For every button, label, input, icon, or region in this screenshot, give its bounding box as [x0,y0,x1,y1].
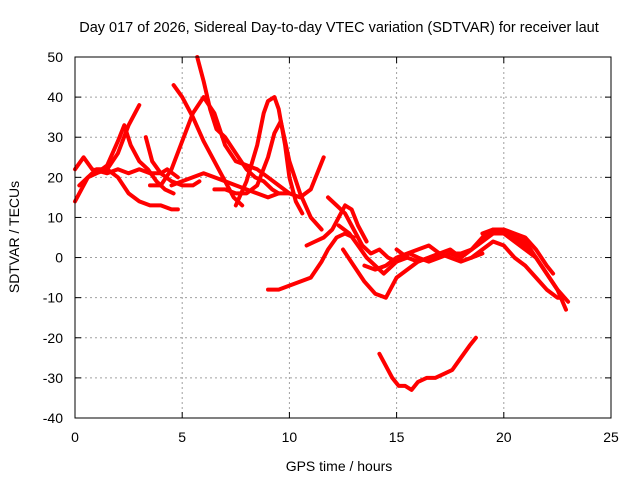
series-s3-line [77,103,142,188]
x-tick-label: 5 [178,429,186,445]
x-tick-label: 0 [71,429,79,445]
axis-ticks [74,56,612,419]
y-tick-label: -10 [43,290,63,306]
plot-frame [74,56,612,419]
series-s22-line [480,227,556,276]
series-s12-line [266,231,356,292]
series-s2-line [73,155,180,180]
series-s18-line [394,247,485,264]
series-s9-line [171,83,245,208]
x-tick-label: 20 [496,429,512,445]
y-tick-labels: 50 40 30 20 10 0 -10 -20 -30 -40 [43,49,63,426]
x-tick-label: 10 [282,429,298,445]
series-s11-line [233,95,305,216]
x-axis-label: GPS time / hours [286,458,393,474]
y-tick-label: 0 [55,250,63,266]
y-tick-label: -40 [43,410,63,426]
y-tick-label: -30 [43,370,63,386]
series-s5-line [143,135,202,188]
y-tick-label: -20 [43,330,63,346]
series-s10-line [212,119,324,232]
series-s17-line [362,243,463,272]
y-axis-label: SDTVAR / TECUs [6,181,22,293]
series-s23-line [501,231,568,312]
y-tick-label: 50 [47,49,63,65]
x-tick-label: 25 [603,429,619,445]
series-s14-line [326,195,410,264]
grid-lines [75,57,611,418]
series-s6-line [148,95,292,196]
y-tick-label: 30 [47,129,63,145]
x-tick-label: 15 [389,429,405,445]
series-s15-line [341,247,442,300]
y-tick-label: 20 [47,169,63,185]
y-tick-label: 40 [47,89,63,105]
series-s21-line [469,239,566,300]
series-s13-line [304,203,369,248]
chart-title: Day 017 of 2026, Sidereal Day-to-day VTE… [79,20,599,36]
y-tick-label: 10 [47,209,63,225]
data-series [73,55,571,392]
series-s19-line [377,335,478,392]
x-tick-labels: 0 5 10 15 20 25 [71,429,619,445]
series-s7-line [169,155,326,200]
series-s8-line [195,55,281,196]
